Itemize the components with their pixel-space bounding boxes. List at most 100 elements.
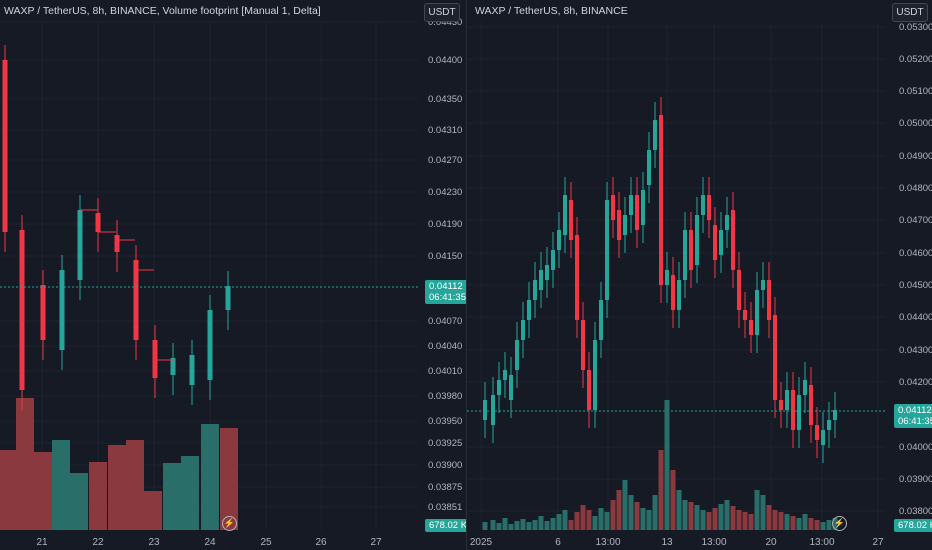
right-chart-canvas[interactable]: 0.05300 0.05200 0.05100 0.05000 0.04900 0.048… (467, 0, 932, 550)
volume-bar (802, 514, 808, 530)
volume-bar (70, 473, 88, 530)
price-axis-label: 0.04040 (428, 341, 462, 352)
price-axis-label: 0.04430 (428, 17, 462, 28)
left-countdown: 06:41:35 (429, 292, 466, 303)
candle-body (791, 390, 795, 430)
candle-body (755, 290, 759, 335)
candle-body (635, 195, 639, 230)
volume-bar (556, 514, 562, 530)
left-chart-title: WAXP / TetherUS, 8h, BINANCE, Volume foo… (4, 5, 321, 17)
candle-body (483, 400, 487, 420)
price-axis-label: 0.03925 (428, 438, 462, 449)
left-currency-button[interactable]: USDT (424, 3, 460, 22)
left-chart-pane[interactable]: 0.04430 0.04400 0.04350 0.04310 0.04270 0.042… (0, 0, 472, 550)
volume-bar (754, 490, 760, 530)
time-axis-label: 25 (260, 537, 272, 548)
price-axis-label: 0.04200 (899, 377, 932, 388)
volume-bar (514, 521, 520, 530)
candle-body (19, 230, 25, 390)
candle-body (761, 280, 765, 290)
volume-bar (664, 400, 670, 530)
candle-body (207, 310, 213, 380)
right-chart-title: WAXP / TetherUS, 8h, BINANCE (475, 5, 628, 17)
time-axis-label: 13:00 (595, 537, 620, 548)
candle-body (551, 250, 555, 270)
candle-body (2, 60, 8, 232)
right-last-price: 0.04112 (898, 405, 932, 416)
candle-body (833, 410, 837, 420)
volume-bar (640, 508, 646, 530)
candle-body (665, 270, 669, 285)
volume-bar (52, 440, 70, 530)
price-axis-label: 0.04010 (428, 366, 462, 377)
candle-body (659, 115, 663, 285)
candle-body (114, 235, 120, 252)
volume-bar (730, 506, 736, 530)
candle-body (797, 395, 801, 430)
left-chart-canvas[interactable]: 0.04430 0.04400 0.04350 0.04310 0.04270 0.042… (0, 0, 466, 550)
volume-bar (736, 510, 742, 530)
volume-bar (502, 518, 508, 530)
volume-bar (89, 462, 107, 530)
volume-bar (16, 398, 34, 530)
volume-bar (790, 516, 796, 530)
candle-body (59, 270, 65, 350)
volume-bar (496, 523, 502, 530)
price-axis-label: 0.03851 (428, 502, 462, 513)
volume-bar (126, 440, 144, 530)
candle-body (509, 375, 513, 400)
volume-bar (808, 518, 814, 530)
price-axis-label: 0.04070 (428, 316, 462, 327)
left-lightning-icon[interactable]: ⚡ (222, 516, 237, 531)
volume-bar (574, 512, 580, 530)
candle-body (689, 230, 693, 270)
candle-body (695, 215, 699, 265)
volume-bar (700, 510, 706, 530)
price-axis-label: 0.04190 (428, 219, 462, 230)
price-axis-label: 0.04500 (899, 280, 932, 291)
right-volume-tag: 678.02 K (894, 519, 932, 532)
right-chart-pane[interactable]: 0.05300 0.05200 0.05100 0.05000 0.04900 0.048… (466, 0, 932, 550)
time-axis-label: 26 (315, 537, 327, 548)
right-currency-button[interactable]: USDT (892, 3, 928, 22)
time-axis-label: 2025 (470, 537, 493, 548)
candle-body (647, 150, 651, 185)
time-axis-label: 27 (370, 537, 382, 548)
price-axis-label: 0.04400 (428, 55, 462, 66)
left-last-price: 0.04112 (429, 281, 463, 292)
volume-bar (0, 450, 18, 530)
candle-body (671, 275, 675, 310)
time-axis-label: 13:00 (701, 537, 726, 548)
candle-body (731, 210, 735, 270)
candle-body (779, 400, 783, 410)
candle-body (539, 270, 543, 290)
right-lightning-icon[interactable]: ⚡ (832, 516, 847, 531)
volume-bar (748, 514, 754, 530)
volume-bar (652, 495, 658, 530)
price-axis-label: 0.05200 (899, 54, 932, 65)
price-axis-label: 0.05100 (899, 86, 932, 97)
left-volume-tag: 678.02 K (425, 519, 472, 532)
candle-body (95, 213, 101, 232)
price-axis-label: 0.04600 (899, 248, 932, 259)
candle-body (133, 260, 139, 340)
volume-bar (814, 520, 820, 530)
candle-body (515, 340, 519, 370)
candle-body (713, 225, 717, 260)
time-axis-label: 21 (36, 537, 48, 548)
volume-bar (520, 519, 526, 530)
volume-bar (760, 495, 766, 530)
volume-bar (628, 495, 634, 530)
price-axis-label: 0.03900 (899, 474, 932, 485)
time-axis-label: 6 (555, 537, 561, 548)
candle-body (152, 340, 158, 378)
volume-bar (826, 520, 832, 530)
volume-bar (742, 512, 748, 530)
volume-bar (706, 512, 712, 530)
time-axis-label: 23 (148, 537, 160, 548)
volume-bar (772, 510, 778, 530)
volume-bar (586, 510, 592, 530)
candle-body (803, 380, 807, 395)
price-axis-label: 0.03875 (428, 482, 462, 493)
candle-body (611, 195, 615, 220)
